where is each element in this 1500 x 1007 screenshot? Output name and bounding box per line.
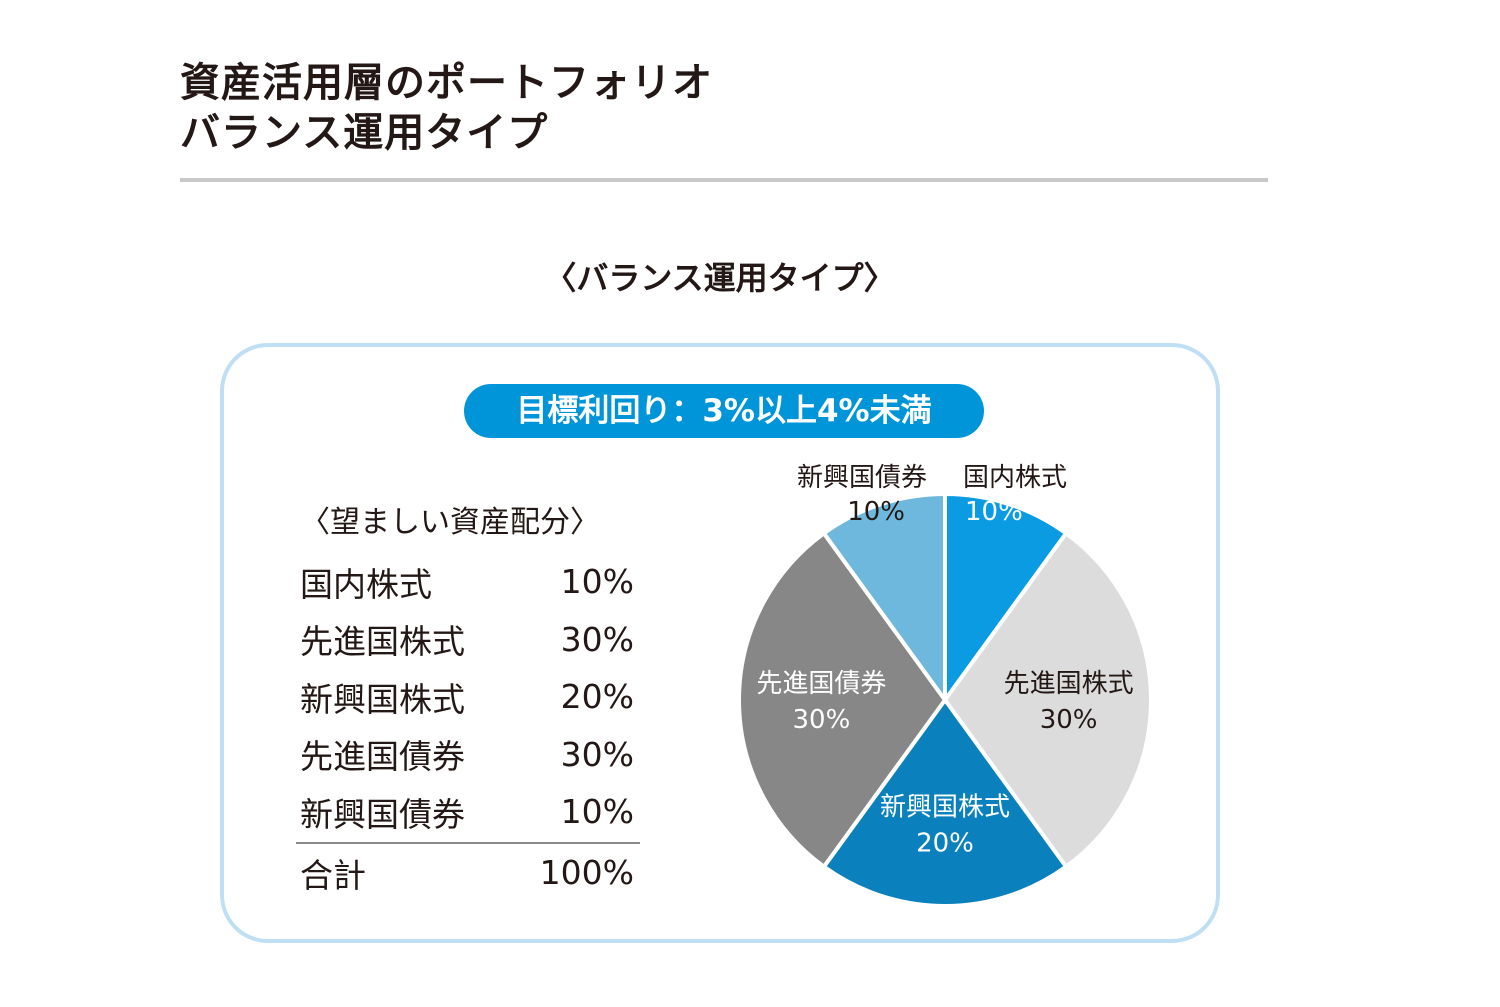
pie-slice-2 [943,531,1153,869]
allocation-row: 国内株式 10% [296,553,640,611]
pie-slice-label: 国内株式 [963,463,1067,493]
pie-slice-1 [943,492,1069,702]
pie-slice-value: 20% [916,829,974,859]
target-return-badge: 目標利回り：3%以上4%未満 [464,384,984,438]
pie-slice-value: 10% [847,497,905,527]
page-title: 資産活用層のポートフォリオ バランス運用タイプ [180,58,713,158]
allocation-row: 新興国株式 20% [296,668,640,726]
allocation-asset: 先進国債券 [300,737,465,777]
pie-slice-label: 新興国株式 [880,793,1010,823]
page-title-line2: バランス運用タイプ [180,110,549,156]
allocation-row: 先進国株式 30% [296,611,640,669]
allocation-asset: 国内株式 [300,564,432,604]
title-divider [180,178,1268,182]
allocation-table: 国内株式 10% 先進国株式 30% 新興国株式 20% 先進国債券 30% 新… [296,553,640,901]
allocation-share: 30% [560,619,634,659]
pie-slice-5 [821,492,947,702]
pie-slice-label: 新興国債券 [797,463,927,493]
page-title-line1: 資産活用層のポートフォリオ [180,60,713,106]
pie-slice-label: 先進国債券 [756,669,886,699]
total-value: 100% [539,853,634,892]
allocation-row: 先進国債券 30% [296,726,640,784]
pie-slice-value: 30% [1040,705,1098,735]
allocation-row: 新興国債券 10% [296,783,640,841]
pie-slice-3 [821,698,1069,908]
allocation-total-row: 合計 100% [296,845,640,901]
pie-chart: 国内株式 10% 先進国株式 30% 新興国株式 20% 先進国債券 30% 新興国債券 10% [735,463,1155,910]
allocation-share: 30% [560,734,634,774]
allocation-heading: 〈望ましい資産配分〉 [300,505,600,540]
portfolio-card [220,343,1220,943]
pie-slice-4 [737,531,947,869]
allocation-share: 20% [560,677,634,717]
section-heading: 〈バランス運用タイプ〉 [544,259,896,297]
pie-chart-svg: 国内株式 10% 先進国株式 30% 新興国株式 20% 先進国債券 30% 新興国債券 10% [737,463,1153,908]
total-divider [296,841,640,844]
total-label: 合計 [300,855,366,895]
allocation-asset: 先進国株式 [300,622,465,662]
allocation-share: 10% [560,792,634,832]
pie-slice-value: 30% [793,705,851,735]
allocation-asset: 新興国株式 [300,679,465,719]
allocation-asset: 新興国債券 [300,794,465,834]
pie-slice-value: 10% [965,497,1023,527]
allocation-share: 10% [560,562,634,602]
pie-slice-label: 先進国株式 [1004,669,1134,699]
